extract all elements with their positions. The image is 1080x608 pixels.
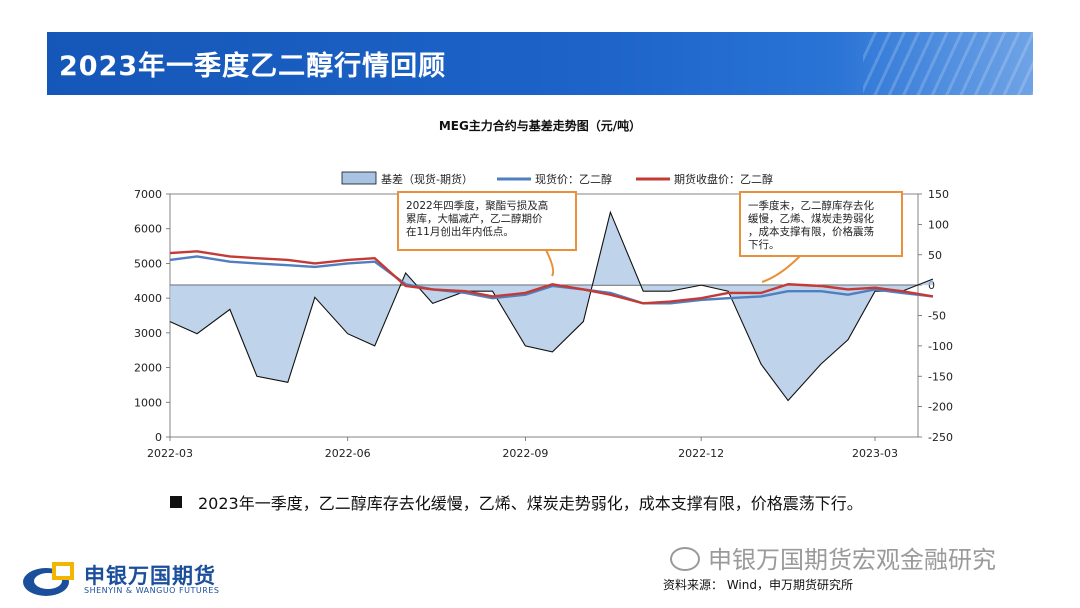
legend-basis-swatch <box>341 171 377 185</box>
basis-area <box>170 212 933 401</box>
wechat-icon <box>670 547 700 571</box>
annotation-text-line: ，成本支撑有限，价格震荡 <box>748 225 874 238</box>
y-right-tick-label: -50 <box>928 310 946 323</box>
annotation-text-line: 2022年四季度，聚酯亏损及高 <box>406 199 548 212</box>
y-right-tick-label: -250 <box>928 431 953 444</box>
x-tick-label: 2022-12 <box>678 447 724 460</box>
annotation-text-line: 一季度末，乙二醇库存去化 <box>748 199 874 212</box>
basis-line <box>169 210 934 402</box>
watermark-text: 申银万国期货宏观金融研究 <box>708 546 996 574</box>
y-left-tick-label: 2000 <box>134 362 162 375</box>
source-note: 资料来源： Wind，申万期货研究所 <box>663 578 853 592</box>
annotation-text-line: 累库，大幅减产，乙二醇期价 <box>406 212 543 225</box>
conclusion-text: 2023年一季度，乙二醇库存去化缓慢，乙烯、煤炭走势弱化，成本支撑有限，价格震荡… <box>170 490 863 514</box>
x-tick-label: 2022-09 <box>502 447 548 460</box>
logo-en-text: SHENYIN & WANGUO FUTURES <box>84 586 220 595</box>
y-left-tick-label: 5000 <box>134 257 162 270</box>
title-banner: 2023年一季度乙二醇行情回顾 <box>47 32 1033 95</box>
y-right-tick-label: 100 <box>928 218 949 231</box>
spot-price-line <box>169 255 934 305</box>
annotation-text-line: 缓慢，乙烯、煤炭走势弱化 <box>748 212 874 225</box>
watermark: 申银万国期货宏观金融研究 <box>670 540 996 575</box>
legend-futures-label: 期货收盘价：乙二醇 <box>674 172 773 186</box>
y-left-tick-label: 4000 <box>134 292 162 305</box>
futures-price-line <box>169 250 934 305</box>
y-left-tick-label: 3000 <box>134 327 162 340</box>
bullet-square <box>170 496 182 508</box>
annotation-text-line: 下行。 <box>748 238 780 251</box>
x-tick-label: 2023-03 <box>852 447 898 460</box>
company-logo: 申银万国期货 SHENYIN & WANGUO FUTURES <box>22 556 232 602</box>
x-tick-label: 2022-03 <box>147 447 193 460</box>
legend-spot-label: 现货价：乙二醇 <box>535 172 612 186</box>
y-left-tick-label: 7000 <box>134 188 162 201</box>
page-title: 2023年一季度乙二醇行情回顾 <box>59 51 447 82</box>
y-left-tick-label: 6000 <box>134 223 162 236</box>
conclusion-sentence: 2023年一季度，乙二醇库存去化缓慢，乙烯、煤炭走势弱化，成本支撑有限，价格震荡… <box>198 494 863 513</box>
annotation-text-line: 在11月创出年内低点。 <box>406 225 514 238</box>
y-right-tick-label: 0 <box>928 279 935 292</box>
y-right-tick-label: -150 <box>928 370 953 383</box>
y-right-tick-label: -200 <box>928 401 953 414</box>
annotation-box <box>397 191 577 251</box>
logo-cn-text: 申银万国期货 <box>84 564 216 588</box>
y-right-tick-label: -100 <box>928 340 953 353</box>
x-tick-label: 2022-06 <box>325 447 371 460</box>
annotation-box <box>739 191 903 257</box>
y-right-tick-label: 150 <box>928 188 949 201</box>
chart-title: MEG主力合约与基差走势图（元/吨） <box>439 118 641 133</box>
y-left-tick-label: 0 <box>155 431 162 444</box>
y-left-tick-label: 1000 <box>134 396 162 409</box>
annotation-leader <box>761 255 801 283</box>
annotation-leader <box>545 249 555 277</box>
logo-mark-icon <box>23 562 74 596</box>
banner-stripes <box>863 32 1033 95</box>
y-right-tick-label: 50 <box>928 249 942 262</box>
legend-basis-label: 基差（现货-期货） <box>381 172 473 186</box>
